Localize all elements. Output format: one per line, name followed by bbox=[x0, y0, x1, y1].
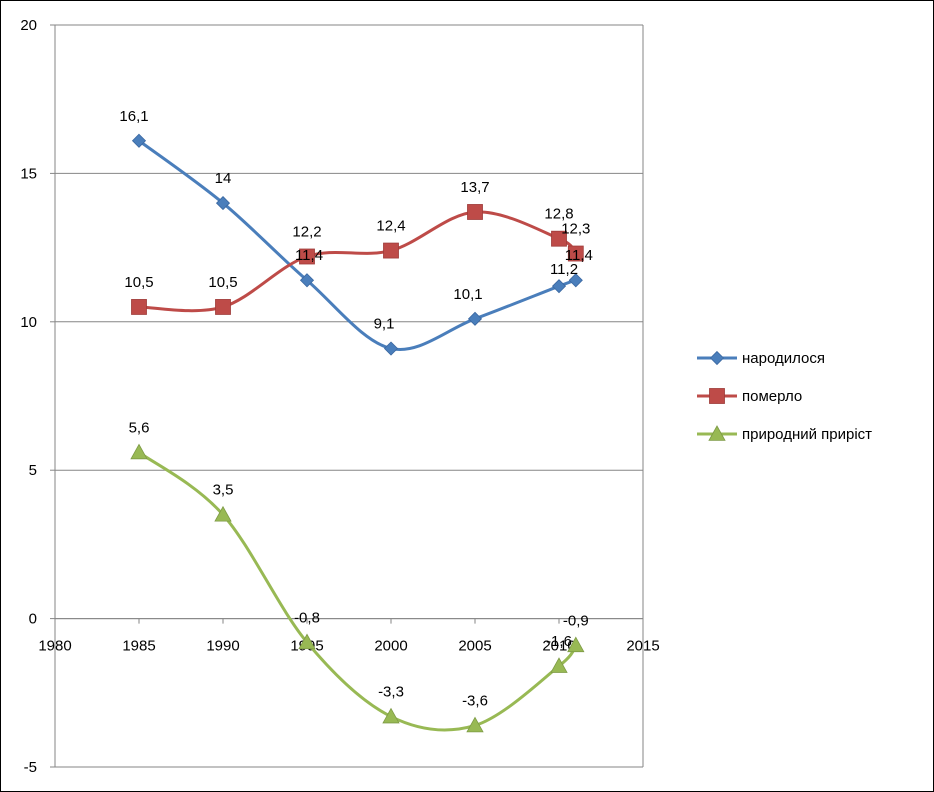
series-line bbox=[137, 210, 578, 313]
triangle-marker bbox=[298, 633, 316, 650]
legend: народилося померло природний приріст bbox=[697, 350, 872, 443]
gridlines bbox=[55, 24, 644, 768]
data-label: 12,8 bbox=[544, 206, 573, 223]
data-label: 11,4 bbox=[295, 247, 323, 264]
triangle-marker bbox=[130, 443, 148, 460]
square-marker bbox=[467, 204, 483, 220]
data-label: -0,8 bbox=[294, 609, 320, 626]
square-marker bbox=[709, 388, 725, 404]
square-marker bbox=[551, 230, 567, 247]
series-line bbox=[137, 450, 578, 732]
x-tick-label: 1980 bbox=[38, 638, 71, 655]
diamond-marker bbox=[131, 133, 147, 148]
data-label: 10,5 bbox=[124, 274, 153, 291]
data-label: 12,4 bbox=[376, 218, 405, 235]
x-tick-label: 1990 bbox=[206, 638, 239, 655]
y-tick-label: 5 bbox=[29, 462, 37, 479]
data-label: 10,1 bbox=[453, 286, 482, 303]
legend-label: народилося bbox=[742, 350, 825, 367]
square-marker bbox=[131, 299, 147, 315]
x-tick-label: 2010 bbox=[542, 638, 575, 655]
y-tick-label: -5 bbox=[24, 759, 37, 776]
square-marker bbox=[215, 299, 231, 315]
y-tick-label: 15 bbox=[20, 165, 37, 182]
data-label: 10,5 bbox=[208, 274, 237, 291]
triangle-marker bbox=[567, 636, 585, 653]
data-label: 16,1 bbox=[119, 108, 148, 125]
diamond-marker bbox=[568, 273, 583, 288]
diamond-marker bbox=[299, 273, 315, 288]
diamond-marker bbox=[215, 196, 231, 211]
data-label: 12,3 bbox=[561, 221, 590, 238]
data-label: 9,1 bbox=[374, 316, 395, 333]
data-label: 5,6 bbox=[129, 419, 150, 436]
triangle-marker bbox=[550, 657, 568, 673]
y-tick-label: 0 bbox=[29, 611, 37, 628]
square-marker bbox=[567, 245, 584, 262]
triangle-marker bbox=[382, 707, 400, 724]
diamond-marker bbox=[383, 341, 399, 356]
data-label: 12,2 bbox=[292, 224, 321, 241]
data-label: 3,5 bbox=[213, 482, 234, 499]
data-label: 11,4 bbox=[565, 247, 593, 264]
series-line bbox=[137, 139, 578, 352]
data-label: 13,7 bbox=[460, 179, 489, 196]
diamond-marker bbox=[709, 350, 725, 366]
data-label: 11,2 bbox=[550, 261, 578, 278]
data-label: -3,6 bbox=[462, 692, 488, 709]
triangle-marker bbox=[708, 425, 726, 441]
diamond-marker bbox=[551, 279, 567, 294]
legend-label: природний приріст bbox=[742, 426, 872, 443]
data-label: -3,3 bbox=[378, 684, 404, 701]
x-tick-label: 2005 bbox=[458, 638, 491, 655]
y-tick-label: 10 bbox=[20, 314, 37, 331]
axes: -505101520198019851990199520002005201020… bbox=[20, 17, 659, 776]
data-label: -0,9 bbox=[563, 612, 589, 629]
x-tick-label: 1985 bbox=[122, 638, 155, 655]
square-marker bbox=[383, 242, 399, 259]
data-label: 14 bbox=[215, 170, 232, 187]
series bbox=[130, 133, 585, 733]
x-tick-label: 2000 bbox=[374, 638, 407, 655]
y-tick-label: 20 bbox=[20, 17, 37, 34]
legend-label: померло bbox=[742, 388, 802, 405]
x-tick-label: 2015 bbox=[626, 638, 659, 655]
triangle-marker bbox=[466, 716, 484, 733]
diamond-marker bbox=[467, 311, 483, 326]
data-label: -1,6 bbox=[546, 633, 572, 650]
square-marker bbox=[299, 248, 315, 265]
triangle-marker bbox=[214, 505, 232, 522]
